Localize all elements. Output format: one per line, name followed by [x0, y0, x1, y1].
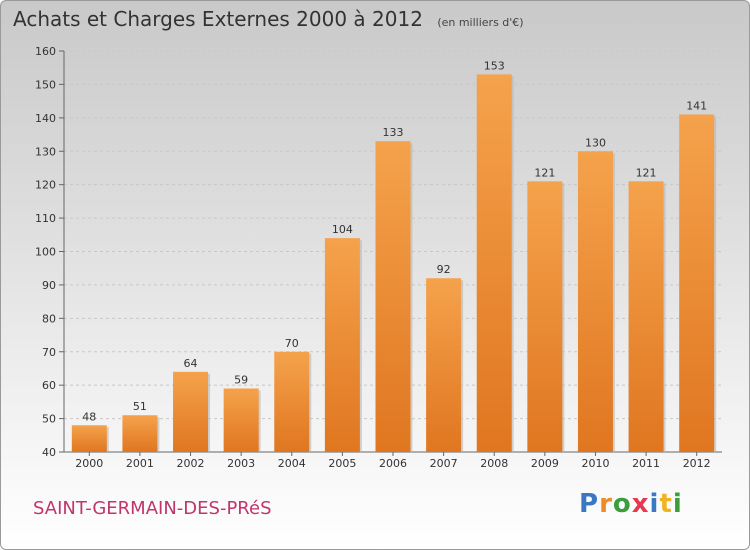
chart-title: Achats et Charges Externes 2000 à 2012 (…: [13, 7, 524, 31]
bar: [577, 151, 613, 452]
bar-value-label: 70: [285, 337, 299, 350]
x-tick-label: 2008: [480, 457, 508, 470]
y-tick-label: 70: [42, 346, 56, 359]
x-tick-label: 2012: [683, 457, 711, 470]
x-tick-label: 2002: [177, 457, 205, 470]
x-tick-label: 2003: [227, 457, 255, 470]
y-tick-label: 50: [42, 413, 56, 426]
y-tick-label: 60: [42, 379, 56, 392]
bar-value-label: 104: [332, 223, 353, 236]
x-tick-label: 2000: [75, 457, 103, 470]
bar-value-label: 59: [234, 374, 248, 387]
x-tick-label: 2006: [379, 457, 407, 470]
bar: [527, 181, 563, 452]
bar-value-label: 121: [534, 166, 555, 179]
x-tick-label: 2005: [328, 457, 356, 470]
bar-value-label: 51: [133, 400, 147, 413]
bar-value-label: 153: [484, 59, 505, 72]
y-tick-label: 150: [35, 78, 56, 91]
bar: [324, 238, 360, 452]
bar: [476, 74, 512, 453]
bar: [375, 141, 411, 452]
unit-subtitle: (en milliers d'€): [437, 16, 524, 29]
bar-value-label: 121: [636, 166, 657, 179]
y-tick-label: 40: [42, 446, 56, 459]
bar-value-label: 130: [585, 136, 606, 149]
y-tick-label: 80: [42, 312, 56, 325]
bar-value-label: 64: [184, 357, 198, 370]
y-tick-label: 120: [35, 179, 56, 192]
bar: [71, 425, 107, 452]
x-tick-label: 2001: [126, 457, 154, 470]
y-tick-label: 100: [35, 246, 56, 259]
proxiti-logo: Proxiti: [579, 489, 683, 519]
bar-value-label: 92: [437, 263, 451, 276]
bar-value-label: 48: [82, 410, 96, 423]
y-tick-label: 90: [42, 279, 56, 292]
bar: [679, 114, 715, 452]
x-tick-label: 2009: [531, 457, 559, 470]
bar-value-label: 141: [686, 99, 707, 112]
bar: [426, 278, 462, 452]
x-tick-label: 2010: [581, 457, 609, 470]
x-tick-label: 2011: [632, 457, 660, 470]
y-tick-label: 140: [35, 112, 56, 125]
bar: [173, 371, 209, 452]
bar: [122, 415, 158, 452]
bar: [628, 181, 664, 452]
y-tick-label: 160: [35, 45, 56, 58]
y-tick-label: 110: [35, 212, 56, 225]
x-tick-label: 2004: [278, 457, 306, 470]
bar: [223, 388, 259, 452]
title-text: Achats et Charges Externes 2000 à 2012: [13, 7, 423, 31]
bar: [274, 351, 310, 452]
y-tick-label: 130: [35, 145, 56, 158]
commune-name: SAINT-GERMAIN-DES-PRéS: [33, 498, 272, 519]
bar-value-label: 133: [383, 126, 404, 139]
x-tick-label: 2007: [430, 457, 458, 470]
